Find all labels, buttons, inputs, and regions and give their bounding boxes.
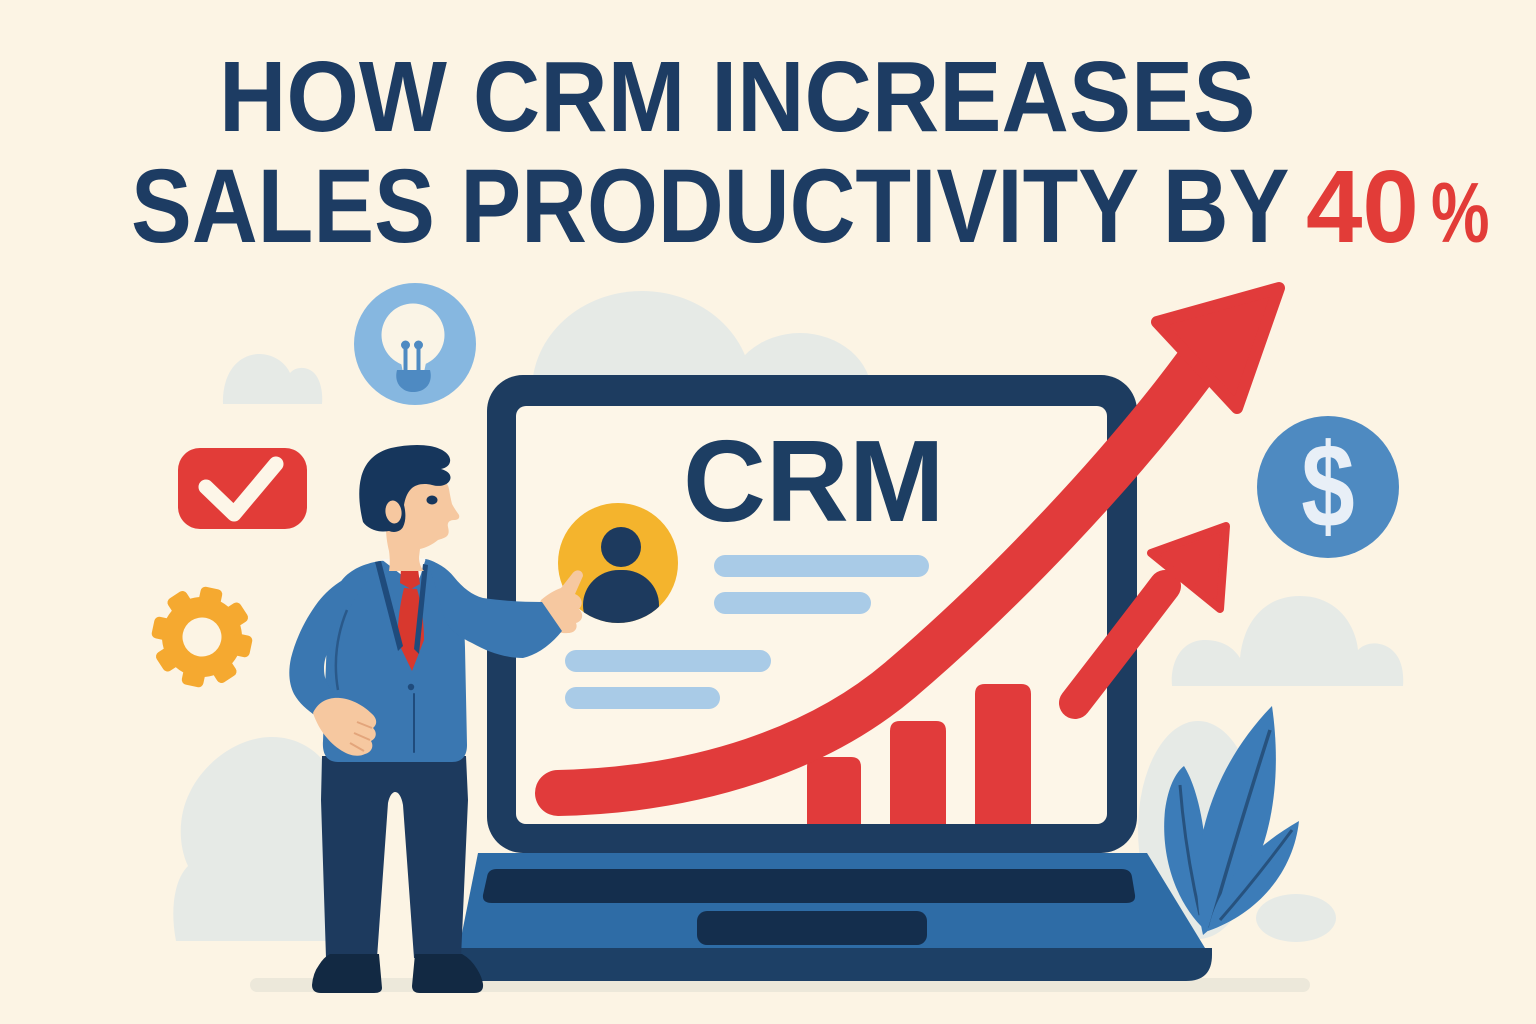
svg-text:40: 40	[1306, 148, 1419, 264]
svg-text:CRM: CRM	[683, 417, 945, 546]
svg-text:$: $	[1301, 420, 1354, 554]
svg-text:%: %	[1431, 166, 1490, 261]
svg-text:HOW CRM INCREASES: HOW CRM INCREASES	[219, 41, 1255, 153]
svg-text:SALES PRODUCTIVITY BY: SALES PRODUCTIVITY BY	[131, 147, 1289, 264]
